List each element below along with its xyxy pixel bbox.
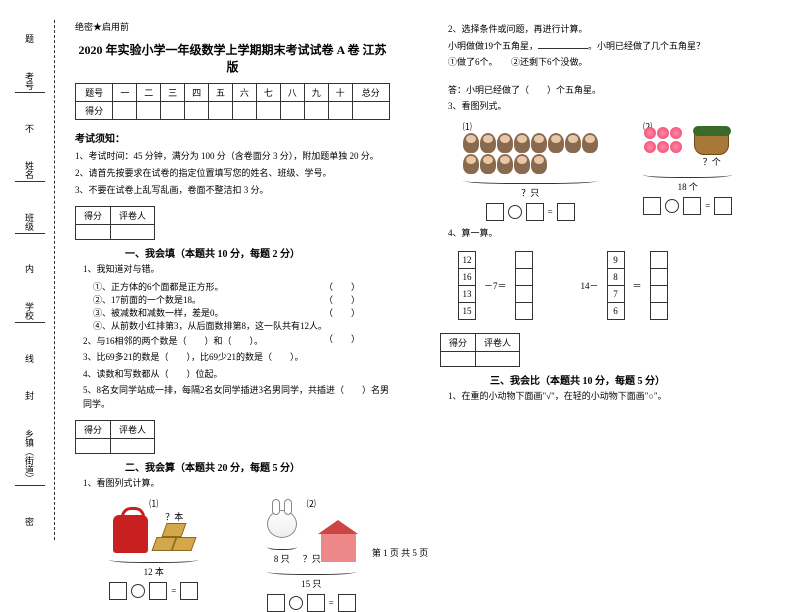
q1: 1、我知道对与错。 bbox=[83, 263, 390, 277]
q1-sub: ④、从前数小红排第3，从后面数排第8，这一队共有12人。（ ） bbox=[93, 319, 390, 332]
q4: 4、读数和写数都从（ ）位起。 bbox=[83, 368, 390, 382]
sidebar-field-class: 班级 bbox=[15, 213, 45, 236]
part2-title: 二、我会算（本题共 20 分，每题 5 分） bbox=[125, 459, 390, 474]
sidebar-marker: 密 bbox=[23, 517, 36, 526]
notice-item: 3、不要在试卷上乱写乱画，卷面不整洁扣 3 分。 bbox=[75, 183, 390, 196]
sidebar-marker: 内 bbox=[23, 264, 36, 273]
grader-box: 得分评卷人 bbox=[75, 420, 155, 454]
q1-sub: ②、17前面的一个数是18。（ ） bbox=[93, 293, 390, 306]
basket-icon bbox=[694, 133, 729, 155]
binding-sidebar: 题 考号 不 姓名 班级 内 学校 线 封 乡镇（街道） 密 bbox=[5, 20, 55, 540]
sidebar-marker: 不 bbox=[23, 124, 36, 133]
sidebar-marker: 线 bbox=[23, 354, 36, 363]
r-q3: 3、看图列式。 bbox=[448, 100, 755, 114]
right-column: 2、选择条件或问题，再进行计算。 小明做做19个五角星，。小明已经做了几个五角星… bbox=[415, 20, 770, 555]
notice-list: 1、考试时间：45 分钟，满分为 100 分（含卷面分 3 分），附加题单独 2… bbox=[75, 149, 390, 196]
score-table: 题号 一二 三四 五六 七八 九十 总分 得分 bbox=[75, 83, 390, 120]
part1-title: 一、我会填（本题共 10 分，每题 2 分） bbox=[125, 245, 390, 260]
sidebar-field-school: 学校 bbox=[15, 302, 45, 325]
q5: 5、8名女同学站成一排，每隔2名女同学插进3名男同学，共插进（ ）名男同学。 bbox=[83, 384, 390, 411]
grader-box: 得分评卷人 bbox=[440, 333, 520, 367]
q1-sub: ③、被减数和减数一样，差是0。（ ） bbox=[93, 306, 390, 319]
left-column: 绝密★启用前 2020 年实验小学一年级数学上学期期末考试试卷 A 卷 江苏版 … bbox=[60, 20, 415, 555]
q1-sub: ①、正方体的6个面都是正方形。（ ） bbox=[93, 280, 390, 293]
sidebar-field-name: 姓名 bbox=[15, 161, 45, 184]
calc-stack-1: 12 16 13 15 －7＝ bbox=[458, 251, 533, 319]
r-q2-ans: 答：小明已经做了（ ）个五角星。 bbox=[448, 84, 755, 98]
monkey-figure: ⑴ ？只 = bbox=[463, 120, 598, 221]
r-q2: 2、选择条件或问题，再进行计算。 bbox=[448, 23, 755, 37]
figure-row-2: ⑴ ？只 = ⑵ ？个 bbox=[440, 120, 755, 221]
score-row-label: 题号 bbox=[76, 84, 113, 102]
basket-figure: ⑵ ？个 18 个 = bbox=[643, 120, 732, 221]
r-q2-opts: ①做了6个。 ②还剩下6个没做。 bbox=[448, 56, 755, 70]
p3-q1: 1、在重的小动物下面画"√"，在轻的小动物下面画"○"。 bbox=[448, 390, 755, 404]
notice-title: 考试须知： bbox=[75, 130, 390, 145]
p2-q1: 1、看图列式计算。 bbox=[83, 477, 390, 491]
notice-item: 1、考试时间：45 分钟，满分为 100 分（含卷面分 3 分），附加题单独 2… bbox=[75, 149, 390, 162]
notice-item: 2、请首先按要求在试卷的指定位置填写您的姓名、班级、学号。 bbox=[75, 166, 390, 179]
rabbit-icon bbox=[267, 510, 297, 538]
score-row-label: 得分 bbox=[76, 102, 113, 120]
r-q2-body: 小明做做19个五角星，。小明已经做了几个五角星？ bbox=[448, 40, 755, 54]
r-q4: 4、算一算。 bbox=[448, 227, 755, 241]
part3-title: 三、我会比（本题共 10 分，每题 5 分） bbox=[490, 372, 755, 387]
confidential-label: 绝密★启用前 bbox=[75, 20, 390, 33]
q3: 3、比69多21的数是（ ），比69少21的数是（ ）。 bbox=[83, 351, 390, 365]
sidebar-field-town: 乡镇（街道） bbox=[15, 429, 45, 488]
sidebar-field-examno: 考号 bbox=[15, 72, 45, 95]
page-footer: 第 1 页 共 5 页 bbox=[0, 546, 800, 559]
exam-title: 2020 年实验小学一年级数学上学期期末考试试卷 A 卷 江苏版 bbox=[75, 41, 390, 75]
sidebar-marker: 题 bbox=[23, 34, 36, 43]
calc-stack-2: 14－ 9 8 7 6 ＝ bbox=[581, 251, 668, 319]
sidebar-marker: 封 bbox=[23, 391, 36, 400]
grader-box: 得分评卷人 bbox=[75, 206, 155, 240]
monkey-grid bbox=[463, 133, 598, 174]
